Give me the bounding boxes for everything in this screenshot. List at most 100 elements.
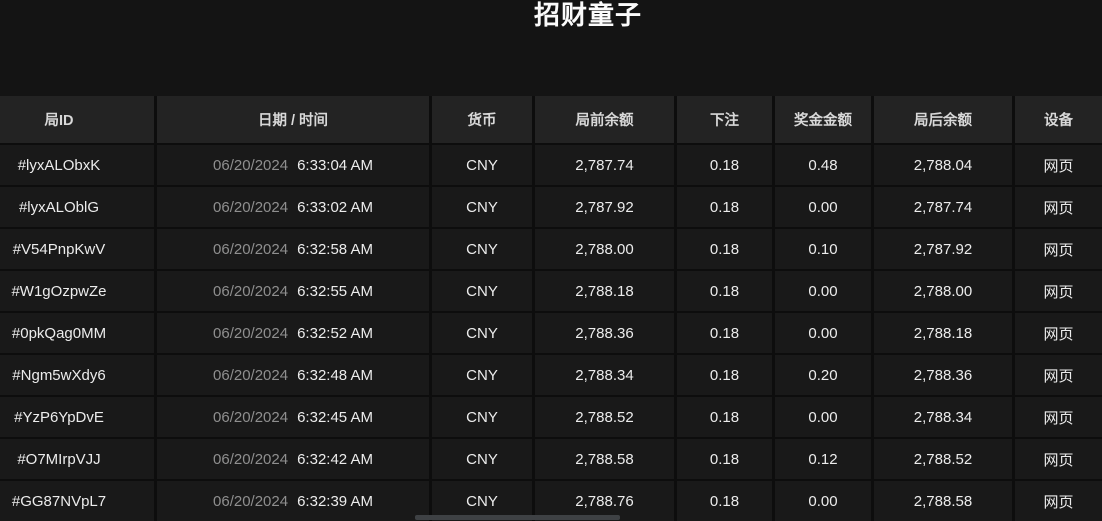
device-cell: 网页 bbox=[1015, 187, 1102, 227]
datetime-cell: 06/20/2024 6:32:39 AM bbox=[157, 481, 429, 521]
datetime-cell: 06/20/2024 6:32:45 AM bbox=[157, 397, 429, 437]
bonus-cell: 0.00 bbox=[775, 313, 871, 353]
balance-before-cell: 2,788.36 bbox=[535, 313, 674, 353]
date-text: 06/20/2024 bbox=[213, 282, 289, 300]
currency-cell: CNY bbox=[432, 439, 532, 479]
bet-cell: 0.18 bbox=[677, 355, 772, 395]
bonus-cell: 0.00 bbox=[775, 187, 871, 227]
bonus-cell: 0.20 bbox=[775, 355, 871, 395]
time-text: 6:32:55 AM bbox=[297, 282, 373, 300]
balance-after-cell: 2,787.74 bbox=[874, 187, 1012, 227]
time-text: 6:32:58 AM bbox=[297, 240, 373, 258]
balance-before-cell: 2,788.76 bbox=[535, 481, 674, 521]
column-header-bonus: 奖金金额 bbox=[775, 96, 871, 143]
horizontal-scrollbar-thumb[interactable] bbox=[415, 515, 620, 520]
balance-before-cell: 2,788.00 bbox=[535, 229, 674, 269]
column-header-round-id: 局ID bbox=[0, 96, 154, 143]
round-id-cell: #O7MIrpVJJ bbox=[0, 439, 154, 479]
date-text: 06/20/2024 bbox=[213, 240, 289, 258]
device-cell: 网页 bbox=[1015, 145, 1102, 185]
balance-after-cell: 2,788.34 bbox=[874, 397, 1012, 437]
balance-after-cell: 2,788.00 bbox=[874, 271, 1012, 311]
datetime-cell: 06/20/2024 6:33:02 AM bbox=[157, 187, 429, 227]
datetime-cell: 06/20/2024 6:32:42 AM bbox=[157, 439, 429, 479]
currency-cell: CNY bbox=[432, 313, 532, 353]
device-cell: 网页 bbox=[1015, 355, 1102, 395]
bet-cell: 0.18 bbox=[677, 271, 772, 311]
device-cell: 网页 bbox=[1015, 439, 1102, 479]
date-text: 06/20/2024 bbox=[213, 408, 289, 426]
balance-before-cell: 2,788.52 bbox=[535, 397, 674, 437]
currency-cell: CNY bbox=[432, 481, 532, 521]
balance-before-cell: 2,787.92 bbox=[535, 187, 674, 227]
bet-cell: 0.18 bbox=[677, 313, 772, 353]
round-id-cell: #lyxALOblG bbox=[0, 187, 154, 227]
column-header-balance-before: 局前余额 bbox=[535, 96, 674, 143]
datetime-cell: 06/20/2024 6:32:58 AM bbox=[157, 229, 429, 269]
date-text: 06/20/2024 bbox=[213, 324, 289, 342]
bonus-cell: 0.00 bbox=[775, 271, 871, 311]
balance-before-cell: 2,788.34 bbox=[535, 355, 674, 395]
datetime-cell: 06/20/2024 6:33:04 AM bbox=[157, 145, 429, 185]
date-text: 06/20/2024 bbox=[213, 366, 289, 384]
history-table: 局ID 日期 / 时间 货币 局前余额 下注 奖金金额 局后余额 设备 #lyxALObxK 06… bbox=[0, 96, 1102, 521]
datetime-cell: 06/20/2024 6:32:52 AM bbox=[157, 313, 429, 353]
round-id-cell: #lyxALObxK bbox=[0, 145, 154, 185]
device-cell: 网页 bbox=[1015, 313, 1102, 353]
bonus-cell: 0.00 bbox=[775, 481, 871, 521]
balance-after-cell: 2,787.92 bbox=[874, 229, 1012, 269]
time-text: 6:33:02 AM bbox=[297, 198, 373, 216]
currency-cell: CNY bbox=[432, 145, 532, 185]
device-cell: 网页 bbox=[1015, 229, 1102, 269]
balance-after-cell: 2,788.52 bbox=[874, 439, 1012, 479]
bet-cell: 0.18 bbox=[677, 187, 772, 227]
datetime-cell: 06/20/2024 6:32:48 AM bbox=[157, 355, 429, 395]
bonus-cell: 0.48 bbox=[775, 145, 871, 185]
balance-after-cell: 2,788.58 bbox=[874, 481, 1012, 521]
bonus-cell: 0.12 bbox=[775, 439, 871, 479]
time-text: 6:32:45 AM bbox=[297, 408, 373, 426]
page-title: 招财童子 bbox=[533, 0, 642, 30]
time-text: 6:32:48 AM bbox=[297, 366, 373, 384]
column-header-balance-after: 局后余额 bbox=[874, 96, 1012, 143]
column-header-bet: 下注 bbox=[677, 96, 772, 143]
bet-cell: 0.18 bbox=[677, 229, 772, 269]
title-bar: 招财童子 bbox=[0, 0, 1102, 96]
bet-cell: 0.18 bbox=[677, 439, 772, 479]
currency-cell: CNY bbox=[432, 271, 532, 311]
bet-cell: 0.18 bbox=[677, 145, 772, 185]
time-text: 6:32:42 AM bbox=[297, 450, 373, 468]
currency-cell: CNY bbox=[432, 355, 532, 395]
column-header-device: 设备 bbox=[1015, 96, 1102, 143]
round-id-cell: #Ngm5wXdy6 bbox=[0, 355, 154, 395]
device-cell: 网页 bbox=[1015, 271, 1102, 311]
bet-cell: 0.18 bbox=[677, 481, 772, 521]
time-text: 6:32:52 AM bbox=[297, 324, 373, 342]
bet-cell: 0.18 bbox=[677, 397, 772, 437]
round-id-cell: #V54PnpKwV bbox=[0, 229, 154, 269]
currency-cell: CNY bbox=[432, 187, 532, 227]
balance-after-cell: 2,788.18 bbox=[874, 313, 1012, 353]
balance-after-cell: 2,788.04 bbox=[874, 145, 1012, 185]
column-header-datetime: 日期 / 时间 bbox=[157, 96, 429, 143]
balance-before-cell: 2,788.18 bbox=[535, 271, 674, 311]
time-text: 6:33:04 AM bbox=[297, 156, 373, 174]
bonus-cell: 0.10 bbox=[775, 229, 871, 269]
balance-after-cell: 2,788.36 bbox=[874, 355, 1012, 395]
time-text: 6:32:39 AM bbox=[297, 492, 373, 510]
bonus-cell: 0.00 bbox=[775, 397, 871, 437]
balance-before-cell: 2,788.58 bbox=[535, 439, 674, 479]
currency-cell: CNY bbox=[432, 397, 532, 437]
date-text: 06/20/2024 bbox=[213, 492, 289, 510]
balance-before-cell: 2,787.74 bbox=[535, 145, 674, 185]
date-text: 06/20/2024 bbox=[213, 198, 289, 216]
round-id-cell: #YzP6YpDvE bbox=[0, 397, 154, 437]
round-id-cell: #GG87NVpL7 bbox=[0, 481, 154, 521]
device-cell: 网页 bbox=[1015, 397, 1102, 437]
device-cell: 网页 bbox=[1015, 481, 1102, 521]
currency-cell: CNY bbox=[432, 229, 532, 269]
round-id-cell: #0pkQag0MM bbox=[0, 313, 154, 353]
round-id-cell: #W1gOzpwZe bbox=[0, 271, 154, 311]
column-header-currency: 货币 bbox=[432, 96, 532, 143]
date-text: 06/20/2024 bbox=[213, 450, 289, 468]
